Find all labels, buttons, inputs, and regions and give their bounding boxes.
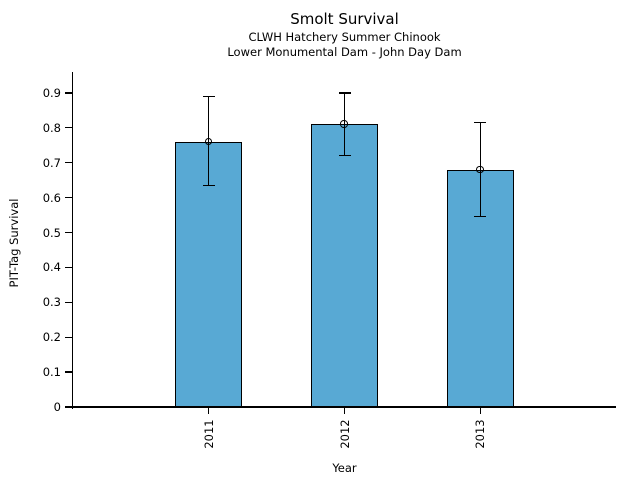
- y-tick-mark: [65, 127, 72, 129]
- y-tick-mark: [65, 336, 72, 338]
- bar-2012: [311, 124, 378, 407]
- y-tick-label: 0: [53, 400, 61, 414]
- y-tick-label: 0.3: [42, 295, 61, 310]
- point-marker-2011: [204, 137, 213, 146]
- y-tick-mark: [65, 371, 72, 373]
- y-tick-label: 0.9: [42, 85, 61, 100]
- x-axis-line: [71, 406, 616, 408]
- point-marker-2012: [340, 120, 348, 128]
- error-bar-cap-bottom-2011: [202, 184, 215, 187]
- y-tick-mark: [65, 266, 72, 269]
- y-tick-label: 0.2: [42, 330, 61, 345]
- y-tick-label: 0.7: [42, 155, 61, 170]
- chart-subtitle-line1: CLWH Hatchery Summer Chinook: [248, 30, 441, 44]
- y-tick-mark: [65, 301, 72, 303]
- y-tick-mark: [65, 406, 72, 408]
- x-tick-label-2013: 2013: [473, 419, 488, 449]
- x-tick-mark: [343, 407, 346, 415]
- x-tick-mark: [479, 407, 481, 415]
- point-marker-2013: [476, 165, 484, 173]
- error-bar-cap-bottom-2013: [474, 216, 487, 218]
- x-axis-title: Year: [332, 461, 357, 475]
- x-tick-label-2012: 2012: [337, 419, 352, 449]
- error-bar-cap-top-2013: [474, 121, 487, 124]
- y-tick-mark: [65, 231, 72, 234]
- chart-subtitle-line2: Lower Monumental Dam - John Day Dam: [227, 45, 462, 59]
- error-bar-cap-top-2011: [202, 95, 215, 98]
- y-axis-line: [71, 72, 74, 409]
- y-tick-mark: [65, 162, 72, 164]
- y-tick-label: 0.5: [42, 225, 61, 240]
- y-tick-label: 0.4: [42, 260, 61, 275]
- x-tick-mark: [208, 407, 210, 415]
- y-tick-label: 0.6: [42, 190, 61, 205]
- chart-title: Smolt Survival: [290, 10, 399, 28]
- y-tick-mark: [65, 92, 72, 94]
- x-tick-label-2011: 2011: [201, 419, 216, 449]
- error-bar-cap-top-2012: [338, 92, 351, 94]
- error-bar-cap-bottom-2012: [338, 155, 351, 157]
- y-tick-label: 0.8: [42, 120, 61, 135]
- y-tick-mark: [65, 196, 72, 199]
- y-tick-label: 0.1: [42, 365, 61, 380]
